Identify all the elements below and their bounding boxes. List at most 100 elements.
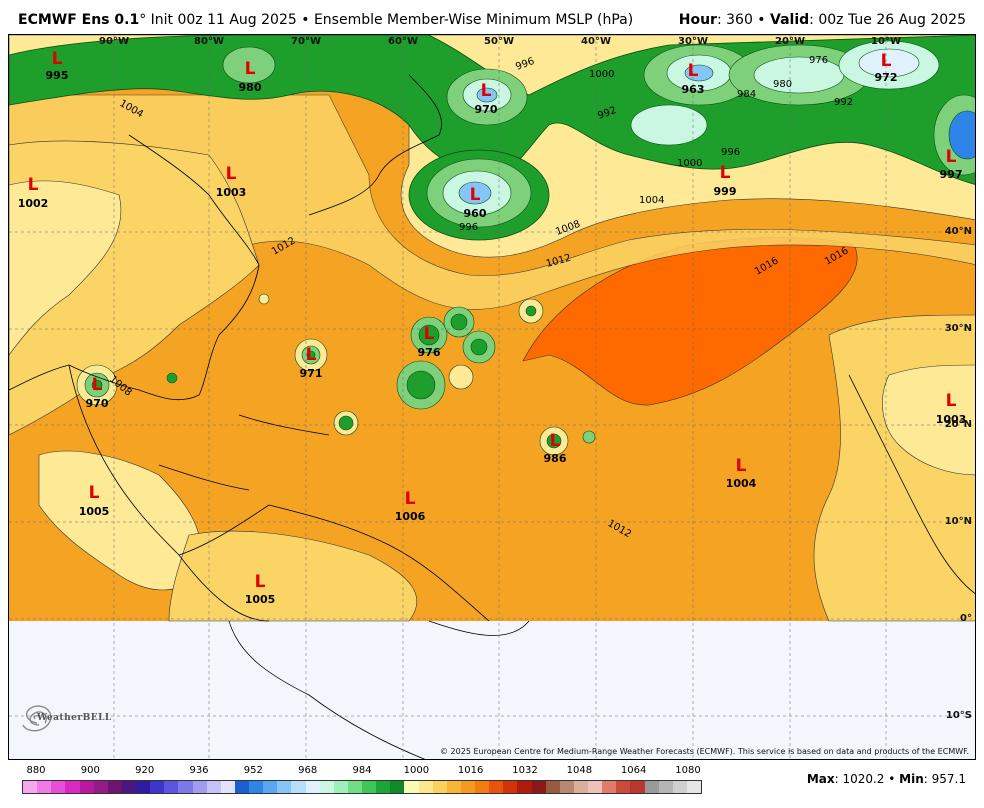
low-value: 976 <box>417 346 441 359</box>
colorbar-swatch <box>192 781 207 793</box>
colorbar-swatch <box>291 781 306 793</box>
zone-1008-north <box>9 94 975 310</box>
low-marker: L <box>945 391 957 411</box>
copyright-notice: © 2025 European Centre for Medium-Range … <box>440 747 969 756</box>
colorbar-swatch <box>644 781 659 793</box>
contour-label-996b: 996 <box>459 222 478 233</box>
colorbar-swatch <box>446 781 461 793</box>
low-marker: L <box>423 324 435 344</box>
lat-label: 10°S <box>945 710 972 721</box>
model-degree: ° <box>139 12 147 28</box>
low-value: 971 <box>299 367 323 380</box>
colorbar-swatch <box>305 781 320 793</box>
logo-text: WeatherBELL <box>37 713 112 723</box>
colorbar-swatch <box>37 781 52 793</box>
contour-label-1000: 1000 <box>589 69 614 80</box>
lon-label: 30°W <box>678 36 708 47</box>
no-data-zone <box>9 621 975 759</box>
hour-value: : 360 • <box>716 12 766 28</box>
colorbar-swatch <box>23 781 38 793</box>
lon-label: 10°W <box>871 36 901 47</box>
colorbar-tick-label: 1064 <box>620 765 647 776</box>
valid-time: Hour: 360 • Valid: 00z Tue 26 Aug 2025 <box>679 12 966 28</box>
low-value: 1005 <box>244 593 276 606</box>
contour-label-984: 984 <box>737 89 756 100</box>
low-marker: L <box>549 431 561 451</box>
colorbar-swatch <box>93 781 108 793</box>
valid-value: : 00z Tue 26 Aug 2025 <box>809 12 966 28</box>
model-name: ECMWF Ens 0.1 <box>18 12 140 28</box>
contour-label-996c: 996 <box>721 147 740 158</box>
low-marker: L <box>735 456 747 476</box>
low-marker: L <box>27 175 39 195</box>
low-value: 995 <box>45 69 69 82</box>
colorbar-swatch <box>602 781 617 793</box>
colorbar-swatch <box>475 781 490 793</box>
colorbar-tick-label: 900 <box>80 765 100 776</box>
min-label: Min <box>899 772 924 786</box>
colorbar-swatch <box>107 781 122 793</box>
low-marker: L <box>480 81 492 101</box>
colorbar-swatch <box>390 781 405 793</box>
colorbar-swatch <box>432 781 447 793</box>
lat-label: 20°N <box>944 419 972 430</box>
colorbar-tick-label: 880 <box>26 765 46 776</box>
colorbar-swatch <box>319 781 334 793</box>
lon-label: 70°W <box>291 36 321 47</box>
lat-label: 40°N <box>944 226 972 237</box>
colorbar-swatch <box>559 781 574 793</box>
low-marker: L <box>469 185 481 205</box>
colorbar-tick-label: 1080 <box>675 765 701 776</box>
lat-label: 10°N <box>944 516 972 527</box>
product-name: Ensemble Member-Wise Minimum MSLP (hPa) <box>313 12 634 28</box>
colorbar-swatch <box>51 781 66 793</box>
colorbar-swatch <box>234 781 249 793</box>
colorbar-swatch <box>503 781 518 793</box>
low-marker: L <box>719 163 731 183</box>
lat-label: 30°N <box>944 323 972 334</box>
low-marker: L <box>244 59 256 79</box>
colorbar-swatch <box>545 781 560 793</box>
land-1004-sahara <box>882 364 975 476</box>
colorbar-ticks: 880 900 920 936 952 968 984 1000 1016 1032 1048 106… <box>22 764 702 778</box>
colorbar-swatch <box>404 781 419 793</box>
land-1004-usa <box>9 180 122 356</box>
colorbar-tick-label: 1016 <box>457 765 484 776</box>
colorbar-swatch <box>362 781 377 793</box>
low-marker: L <box>305 345 317 365</box>
contour-label-1000b: 1000 <box>677 158 702 169</box>
colorbar-swatch <box>121 781 136 793</box>
colorbar-swatch <box>630 781 645 793</box>
colorbar-swatch <box>220 781 235 793</box>
storm-cluster <box>76 293 596 456</box>
low-value: 970 <box>85 397 109 410</box>
low-marker: L <box>88 483 100 503</box>
colorbar-swatch <box>150 781 165 793</box>
hour-label: Hour <box>678 12 717 28</box>
logo-swirl-icon <box>22 705 52 732</box>
land-1008-south-america <box>168 530 418 622</box>
low-value: 970 <box>474 103 498 116</box>
graticule <box>9 35 975 759</box>
colorbar-gradient <box>22 780 702 794</box>
colorbar-swatch <box>460 781 475 793</box>
low-marker: L <box>945 147 957 167</box>
low-value: 960 <box>463 207 487 220</box>
colorbar-tick-label: 968 <box>298 765 318 776</box>
low-value: 1003 <box>935 413 967 426</box>
colorbar-tick-label: 936 <box>189 765 209 776</box>
colorbar-swatch <box>164 781 179 793</box>
lon-label: 60°W <box>388 36 418 47</box>
max-label: Max <box>806 772 835 786</box>
weatherbell-logo: WeatherBELL <box>15 699 111 745</box>
colorbar-swatch <box>333 781 348 793</box>
low-value: 980 <box>238 81 262 94</box>
colorbar-swatch <box>588 781 603 793</box>
low-value: 997 <box>939 168 963 181</box>
lon-label: 50°W <box>484 36 514 47</box>
mslp-map: 1004 1004 1008 1008 1012 1012 1012 1016 … <box>8 34 976 760</box>
low-marker: L <box>254 572 266 592</box>
chart-title: ECMWF Ens 0.1° Init 00z 11 Aug 2025 • En… <box>18 12 633 28</box>
max-min-stats: Max: 1020.2 • Min: 957.1 <box>807 772 966 786</box>
colorbar-swatch <box>376 781 391 793</box>
